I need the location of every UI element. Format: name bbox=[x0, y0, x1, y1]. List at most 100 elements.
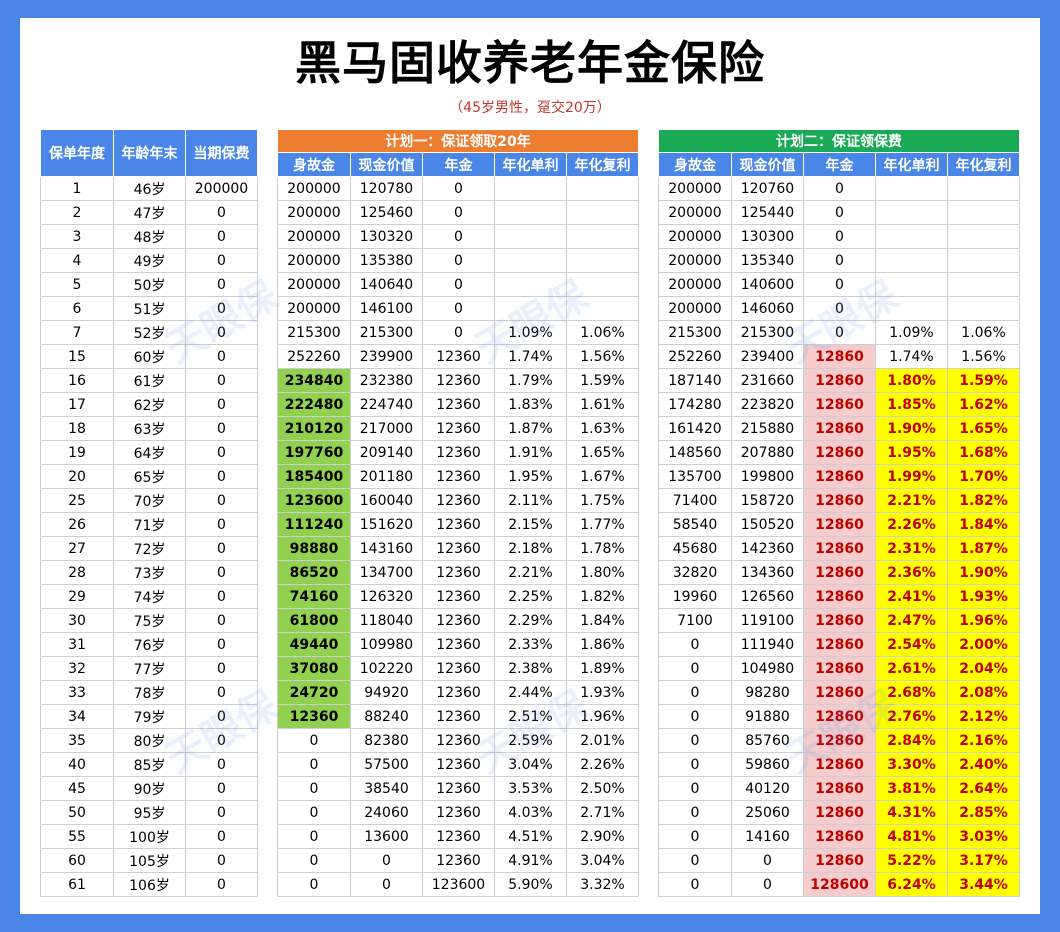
premium-cell: 0 bbox=[185, 272, 258, 297]
table-row: 61 106岁 0 bbox=[40, 872, 258, 897]
cash-value-cell: 120760 bbox=[731, 176, 804, 201]
simple-rate-cell: 3.81% bbox=[875, 776, 948, 801]
table-row: 252260 239900 12360 1.74% 1.56% bbox=[277, 344, 639, 369]
table-row: 55 100岁 0 bbox=[40, 824, 258, 849]
policy-year-cell: 29 bbox=[40, 584, 114, 609]
simple-rate-cell bbox=[494, 272, 567, 297]
age-cell: 85岁 bbox=[113, 752, 186, 777]
age-cell: 90岁 bbox=[113, 776, 186, 801]
simple-rate-cell: 1.95% bbox=[875, 440, 948, 465]
plan1-table: 计划一：保证领取20年 身故金 现金价值 年金 年化单利 年化复利 200000 1207… bbox=[277, 129, 639, 897]
compound-rate-cell bbox=[946, 248, 1021, 273]
policy-year-table: 保单年度 年龄年末 当期保费 1 46岁 200000 2 47岁 0 3 48岁 0 4 49岁 0… bbox=[40, 129, 258, 897]
death-benefit-cell: 45680 bbox=[658, 536, 732, 561]
table-row: 50 95岁 0 bbox=[40, 800, 258, 825]
cash-value-cell: 134700 bbox=[350, 560, 423, 585]
cash-value-cell: 104980 bbox=[731, 656, 804, 681]
cash-value-cell: 13600 bbox=[350, 824, 423, 849]
premium-cell: 0 bbox=[185, 728, 258, 753]
plan2-table: 计划二：保证领保费 身故金 现金价值 年金 年化单利 年化复利 200000 120760… bbox=[657, 129, 1021, 897]
compound-rate-cell: 1.65% bbox=[566, 440, 639, 465]
compound-rate-cell bbox=[946, 176, 1021, 201]
cash-value-cell: 25060 bbox=[731, 800, 804, 825]
simple-rate-cell: 1.80% bbox=[875, 368, 948, 393]
cash-value-cell: 98280 bbox=[731, 680, 804, 705]
death-benefit-cell: 161420 bbox=[658, 416, 732, 441]
compound-rate-cell: 1.80% bbox=[566, 560, 639, 585]
death-benefit-cell: 37080 bbox=[277, 656, 351, 681]
annuity-cell: 12360 bbox=[422, 536, 495, 561]
compound-rate-cell bbox=[566, 200, 639, 225]
cash-value-cell: 134360 bbox=[731, 560, 804, 585]
death-benefit-cell: 0 bbox=[277, 800, 351, 825]
policy-year-cell: 45 bbox=[40, 776, 114, 801]
table-row: 111240 151620 12360 2.15% 1.77% bbox=[277, 512, 639, 537]
death-benefit-cell: 0 bbox=[658, 728, 732, 753]
compound-rate-cell: 3.32% bbox=[566, 872, 639, 897]
age-cell: 77岁 bbox=[113, 656, 186, 681]
premium-cell: 0 bbox=[185, 368, 258, 393]
death-benefit-cell: 0 bbox=[277, 728, 351, 753]
table-row: 200000 130320 0 bbox=[277, 224, 639, 249]
table-row: 200000 146060 0 bbox=[658, 296, 1021, 321]
compound-rate-cell bbox=[566, 248, 639, 273]
table-row: 222480 224740 12360 1.83% 1.61% bbox=[277, 392, 639, 417]
table-row: 0 85760 12860 2.84% 2.16% bbox=[658, 728, 1021, 753]
table-row: 200000 135380 0 bbox=[277, 248, 639, 273]
simple-rate-cell bbox=[494, 296, 567, 321]
simple-rate-cell: 1.09% bbox=[494, 320, 567, 345]
age-cell: 100岁 bbox=[113, 824, 186, 849]
header-compound-rate: 年化复利 bbox=[946, 152, 1021, 177]
table-row: 0 111940 12860 2.54% 2.00% bbox=[658, 632, 1021, 657]
annuity-cell: 12360 bbox=[422, 344, 495, 369]
policy-year-cell: 3 bbox=[40, 224, 114, 249]
simple-rate-cell: 2.84% bbox=[875, 728, 948, 753]
death-benefit-cell: 71400 bbox=[658, 488, 732, 513]
compound-rate-cell: 1.68% bbox=[946, 440, 1021, 465]
compound-rate-cell bbox=[946, 296, 1021, 321]
age-cell: 70岁 bbox=[113, 488, 186, 513]
table-row: 30 75岁 0 bbox=[40, 608, 258, 633]
annuity-cell: 0 bbox=[803, 296, 876, 321]
death-benefit-cell: 200000 bbox=[658, 296, 732, 321]
age-cell: 64岁 bbox=[113, 440, 186, 465]
annuity-cell: 128600 bbox=[803, 872, 876, 897]
death-benefit-cell: 12360 bbox=[277, 704, 351, 729]
table-row: 200000 140640 0 bbox=[277, 272, 639, 297]
policy-year-cell: 32 bbox=[40, 656, 114, 681]
compound-rate-cell: 2.50% bbox=[566, 776, 639, 801]
annuity-cell: 0 bbox=[422, 320, 495, 345]
simple-rate-cell: 2.44% bbox=[494, 680, 567, 705]
cash-value-cell: 160040 bbox=[350, 488, 423, 513]
header-annuity: 年金 bbox=[803, 152, 876, 177]
simple-rate-cell: 4.91% bbox=[494, 848, 567, 873]
cash-value-cell: 94920 bbox=[350, 680, 423, 705]
policy-year-cell: 25 bbox=[40, 488, 114, 513]
header-premium: 当期保费 bbox=[185, 129, 258, 177]
compound-rate-cell: 1.59% bbox=[566, 368, 639, 393]
simple-rate-cell bbox=[494, 224, 567, 249]
annuity-cell: 12860 bbox=[803, 560, 876, 585]
death-benefit-cell: 200000 bbox=[658, 272, 732, 297]
policy-year-cell: 20 bbox=[40, 464, 114, 489]
header-simple-rate: 年化单利 bbox=[875, 152, 948, 177]
table-row: 0 59860 12860 3.30% 2.40% bbox=[658, 752, 1021, 777]
simple-rate-cell: 4.03% bbox=[494, 800, 567, 825]
annuity-cell: 12860 bbox=[803, 632, 876, 657]
cash-value-cell: 146060 bbox=[731, 296, 804, 321]
header-policy-year: 保单年度 bbox=[40, 129, 114, 177]
table-row: 200000 125460 0 bbox=[277, 200, 639, 225]
table-row: 26 71岁 0 bbox=[40, 512, 258, 537]
annuity-cell: 12860 bbox=[803, 728, 876, 753]
table-row: 32820 134360 12860 2.36% 1.90% bbox=[658, 560, 1021, 585]
policy-year-cell: 15 bbox=[40, 344, 114, 369]
table-row: 0 14160 12860 4.81% 3.03% bbox=[658, 824, 1021, 849]
simple-rate-cell: 5.22% bbox=[875, 848, 948, 873]
simple-rate-cell bbox=[494, 200, 567, 225]
annuity-cell: 12360 bbox=[422, 632, 495, 657]
annuity-cell: 12360 bbox=[422, 776, 495, 801]
premium-cell: 0 bbox=[185, 488, 258, 513]
simple-rate-cell: 2.41% bbox=[875, 584, 948, 609]
annuity-cell: 12860 bbox=[803, 824, 876, 849]
premium-cell: 0 bbox=[185, 512, 258, 537]
